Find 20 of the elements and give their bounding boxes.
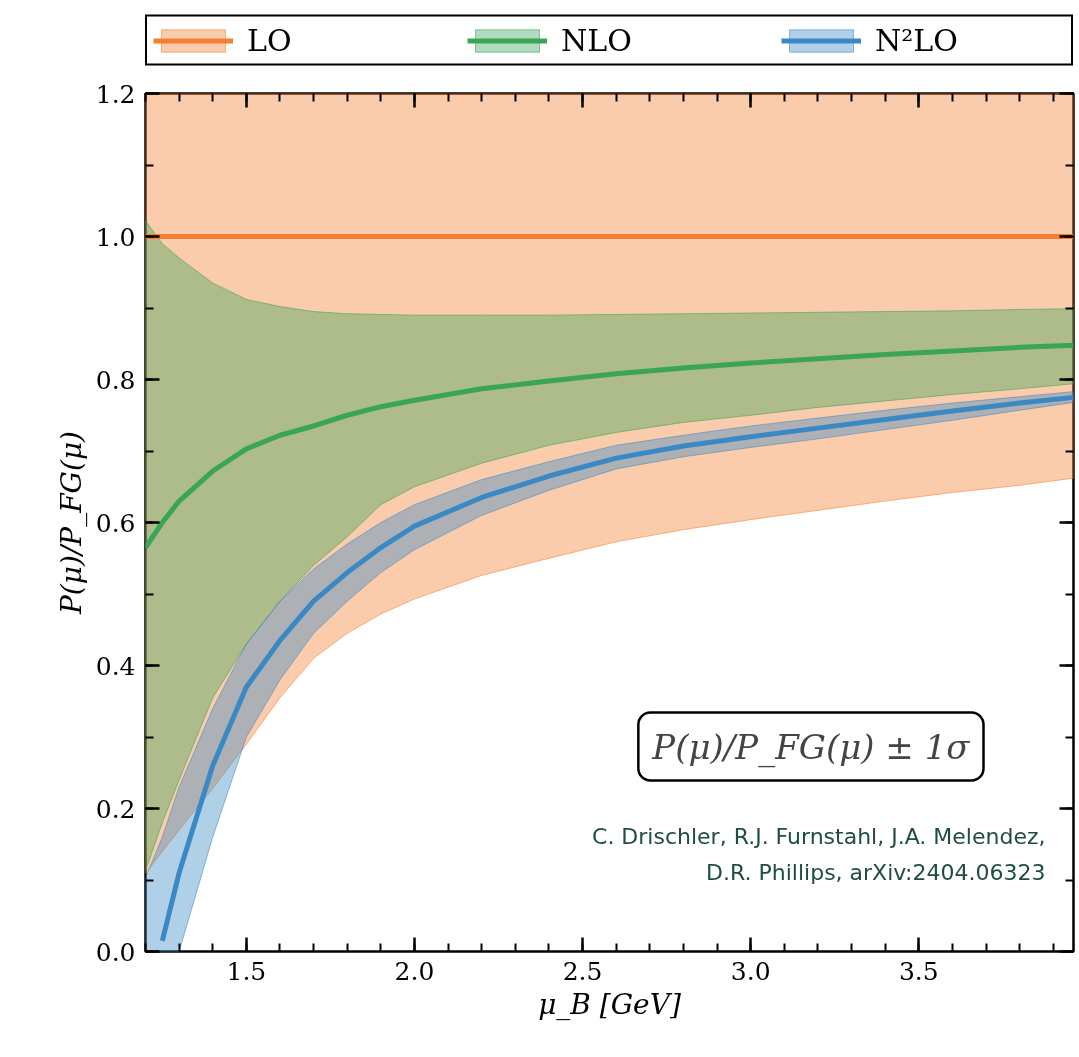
x-tick-label: 2.5 <box>562 956 603 986</box>
legend-label: NLO <box>561 22 633 58</box>
annotation: D.R. Phillips, arXiv:2404.06323 <box>706 860 1046 885</box>
legend-label: LO <box>247 22 293 58</box>
x-tick-label: 3.5 <box>898 956 939 986</box>
x-tick-label: 2.0 <box>394 956 435 986</box>
y-tick-label: 0.0 <box>95 937 136 967</box>
y-tick-label: 0.8 <box>95 365 136 395</box>
y-tick-label: 0.2 <box>95 794 136 824</box>
y-tick-label: 1.2 <box>95 79 136 109</box>
y-tick-label: 0.6 <box>95 508 136 538</box>
y-tick-label: 0.4 <box>95 651 136 681</box>
x-tick-label: 1.5 <box>226 956 267 986</box>
annotation: P(μ)/P_FG(μ) ± 1σ <box>651 726 971 768</box>
x-axis-title: μ_B [GeV] <box>538 987 681 1021</box>
annotation: C. Drischler, R.J. Furnstahl, J.A. Melendez, <box>592 824 1046 849</box>
y-tick-label: 1.0 <box>95 222 136 252</box>
legend-label: N²LO <box>875 22 959 58</box>
x-tick-label: 3.0 <box>730 956 771 986</box>
y-axis-title: P(μ)/P_FG(μ) <box>54 431 88 615</box>
